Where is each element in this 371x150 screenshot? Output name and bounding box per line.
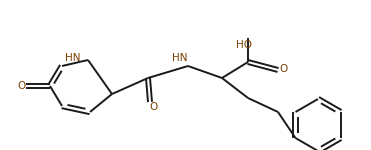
Text: O: O: [17, 81, 25, 91]
Text: O: O: [279, 64, 287, 74]
Text: HN: HN: [172, 53, 188, 63]
Text: O: O: [149, 102, 157, 112]
Text: HO: HO: [236, 40, 252, 50]
Text: HN: HN: [65, 53, 81, 63]
